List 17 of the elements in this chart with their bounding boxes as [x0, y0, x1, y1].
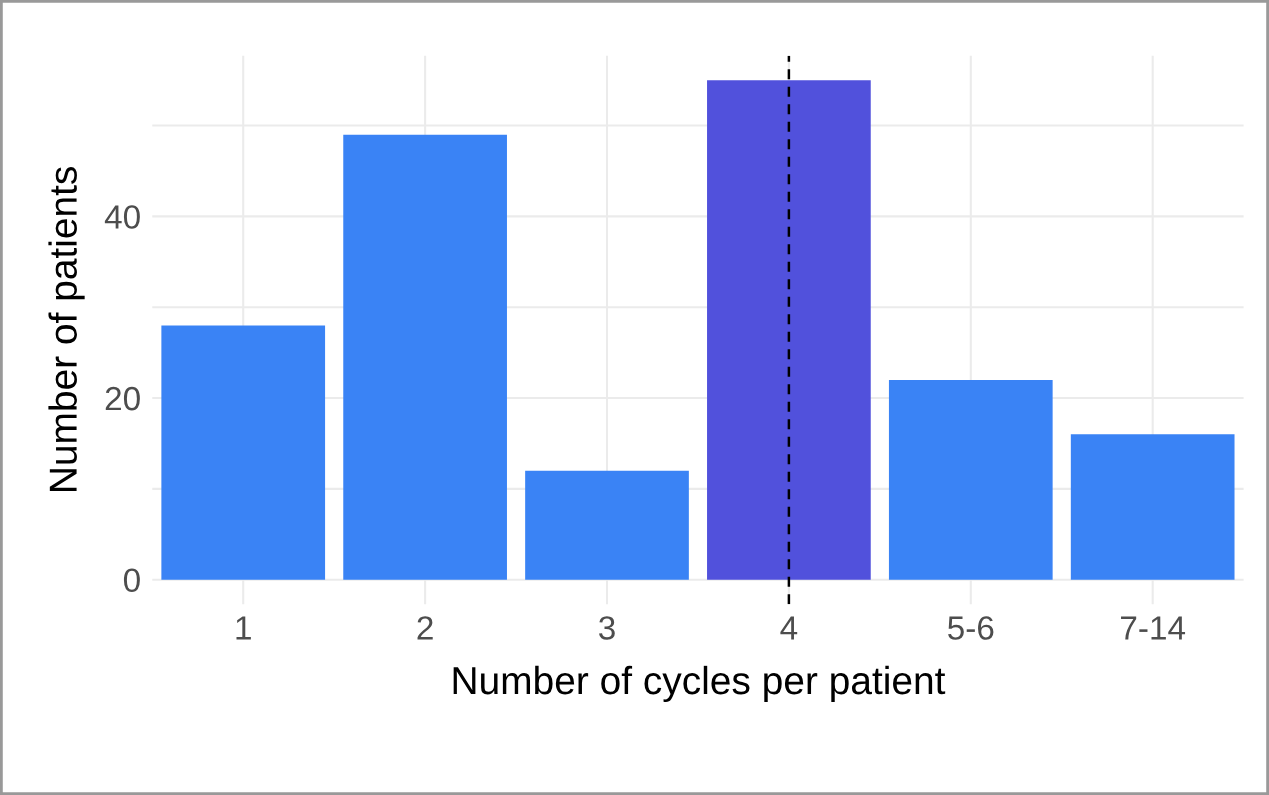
x-tick-label: 1 [236, 616, 251, 640]
bar [161, 325, 326, 580]
bar [707, 80, 871, 580]
x-tick-label: 7-14 [1121, 616, 1186, 640]
bar [888, 379, 1053, 580]
bar [343, 134, 507, 580]
bar [525, 470, 689, 580]
x-tick-label: 3 [599, 616, 615, 640]
x-tick-label: 5-6 [948, 616, 994, 640]
bar [1070, 434, 1235, 580]
y-tick-label: 0 [123, 568, 140, 593]
x-tick-label: 4 [780, 616, 798, 640]
x-axis-title: Number of cycles per patient [453, 665, 946, 703]
y-axis-title: Number of patients [48, 167, 85, 491]
y-tick-label: 20 [105, 386, 140, 411]
x-tick-label: 2 [417, 616, 433, 640]
y-tick-label: 40 [104, 205, 140, 229]
